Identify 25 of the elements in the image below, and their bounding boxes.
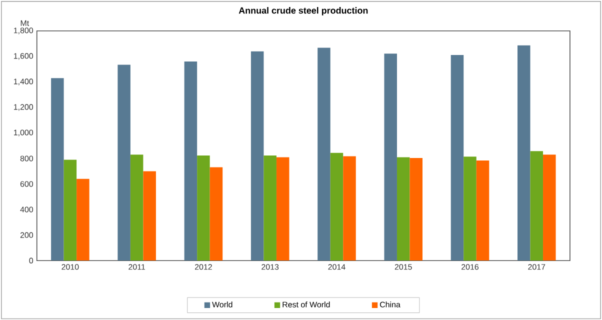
bar (396, 157, 410, 261)
bar (450, 54, 464, 261)
bar (210, 167, 223, 261)
bar (143, 171, 156, 261)
bar (318, 48, 330, 261)
bar (464, 156, 476, 261)
chart-title: Annual crude steel production (238, 7, 368, 16)
bar (130, 154, 144, 261)
bar (530, 151, 544, 261)
bar (197, 155, 210, 261)
bar (410, 158, 423, 261)
bar (543, 154, 556, 261)
bar (76, 178, 90, 261)
bar (118, 64, 130, 261)
bar (64, 160, 77, 261)
bar (276, 157, 290, 261)
bar (264, 155, 276, 261)
bar (330, 152, 344, 261)
bar (517, 45, 530, 261)
bar (384, 54, 397, 261)
bar (184, 61, 198, 261)
bar (250, 51, 264, 261)
bar (476, 160, 490, 261)
bar (51, 78, 64, 261)
bar (343, 156, 356, 261)
